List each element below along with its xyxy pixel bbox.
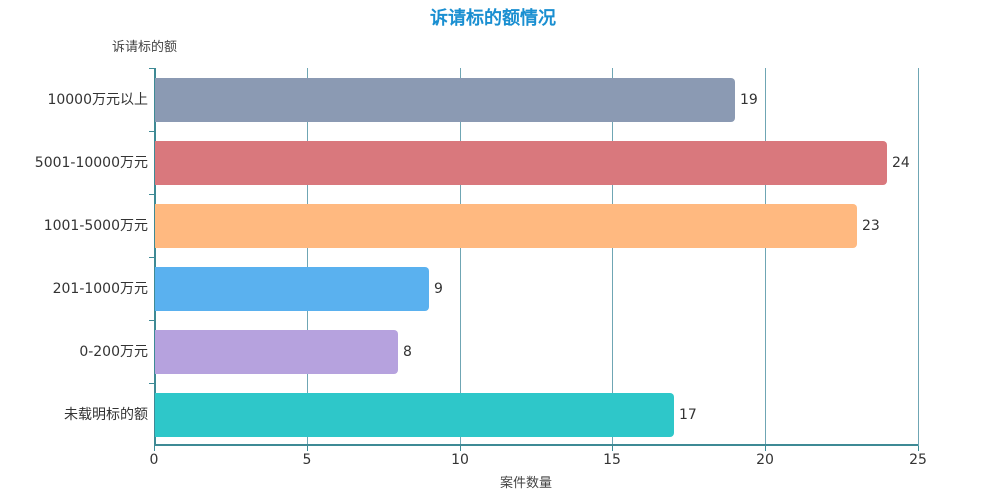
x-tick: [918, 446, 919, 451]
bar[interactable]: [155, 330, 398, 374]
bar[interactable]: [155, 267, 429, 311]
x-tick: [612, 446, 613, 451]
bar[interactable]: [155, 78, 735, 122]
x-tick: [765, 446, 766, 451]
x-tick: [154, 446, 155, 451]
x-tick-label: 10: [451, 452, 469, 468]
bar-value-label: 23: [862, 218, 880, 234]
y-axis-line: [154, 68, 156, 446]
y-tick: [149, 320, 154, 321]
gridline: [612, 68, 613, 446]
x-tick-label: 20: [756, 452, 774, 468]
x-tick-label: 0: [149, 452, 159, 468]
x-tick: [307, 446, 308, 451]
gridline: [460, 68, 461, 446]
y-tick: [149, 68, 154, 69]
bar-value-label: 8: [403, 344, 412, 360]
bar-value-label: 19: [740, 92, 758, 108]
bar-value-label: 24: [892, 155, 910, 171]
y-tick: [149, 257, 154, 258]
bar-value-label: 17: [679, 407, 697, 423]
x-axis-line: [154, 444, 918, 446]
x-tick-label: 5: [302, 452, 312, 468]
y-tick-label: 201-1000万元: [52, 281, 148, 297]
gridline: [307, 68, 308, 446]
bar[interactable]: [155, 141, 887, 185]
bar[interactable]: [155, 393, 674, 437]
y-tick-label: 5001-10000万元: [34, 155, 148, 171]
y-tick: [149, 131, 154, 132]
chart-title: 诉请标的额情况: [430, 8, 556, 29]
y-tick: [149, 194, 154, 195]
plot-area: 19 24 23 9 8 17: [149, 68, 919, 451]
y-axis-title: 诉请标的额: [112, 40, 178, 55]
bar[interactable]: [155, 204, 857, 248]
gridline: [918, 68, 919, 446]
y-tick-label: 1001-5000万元: [43, 218, 148, 234]
x-tick: [460, 446, 461, 451]
x-axis-title: 案件数量: [500, 476, 553, 491]
bar-value-label: 9: [434, 281, 443, 297]
y-tick-label: 0-200万元: [79, 344, 148, 360]
x-tick-label: 25: [909, 452, 927, 468]
x-tick-label: 15: [603, 452, 621, 468]
gridline: [765, 68, 766, 446]
y-tick-label: 10000万元以上: [47, 92, 148, 108]
y-tick: [149, 383, 154, 384]
y-tick-label: 未载明标的额: [64, 407, 148, 423]
